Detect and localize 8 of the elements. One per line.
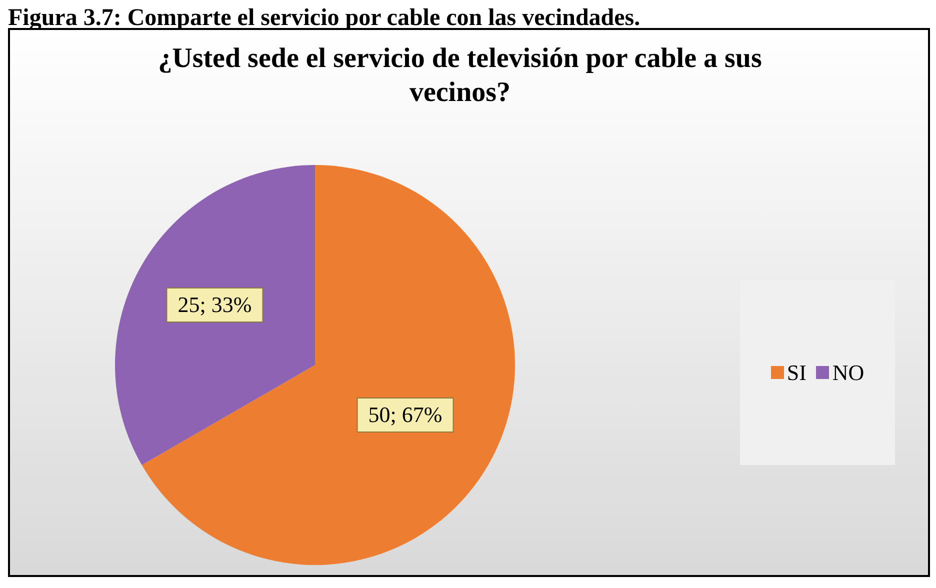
pie-slice bbox=[142, 165, 515, 565]
data-label: 50; 67% bbox=[368, 402, 442, 427]
data-label: 25; 33% bbox=[178, 292, 252, 317]
legend-label: SI bbox=[786, 360, 806, 386]
pie-slice bbox=[115, 165, 315, 465]
text: Figura 3.7: Comparte el servicio por cable con las vecindades. bbox=[8, 5, 642, 31]
chart-title: ¿Usted sede el servicio de televisión por cable a sus vecinos? bbox=[157, 42, 763, 110]
legend-label: NO bbox=[831, 360, 864, 386]
